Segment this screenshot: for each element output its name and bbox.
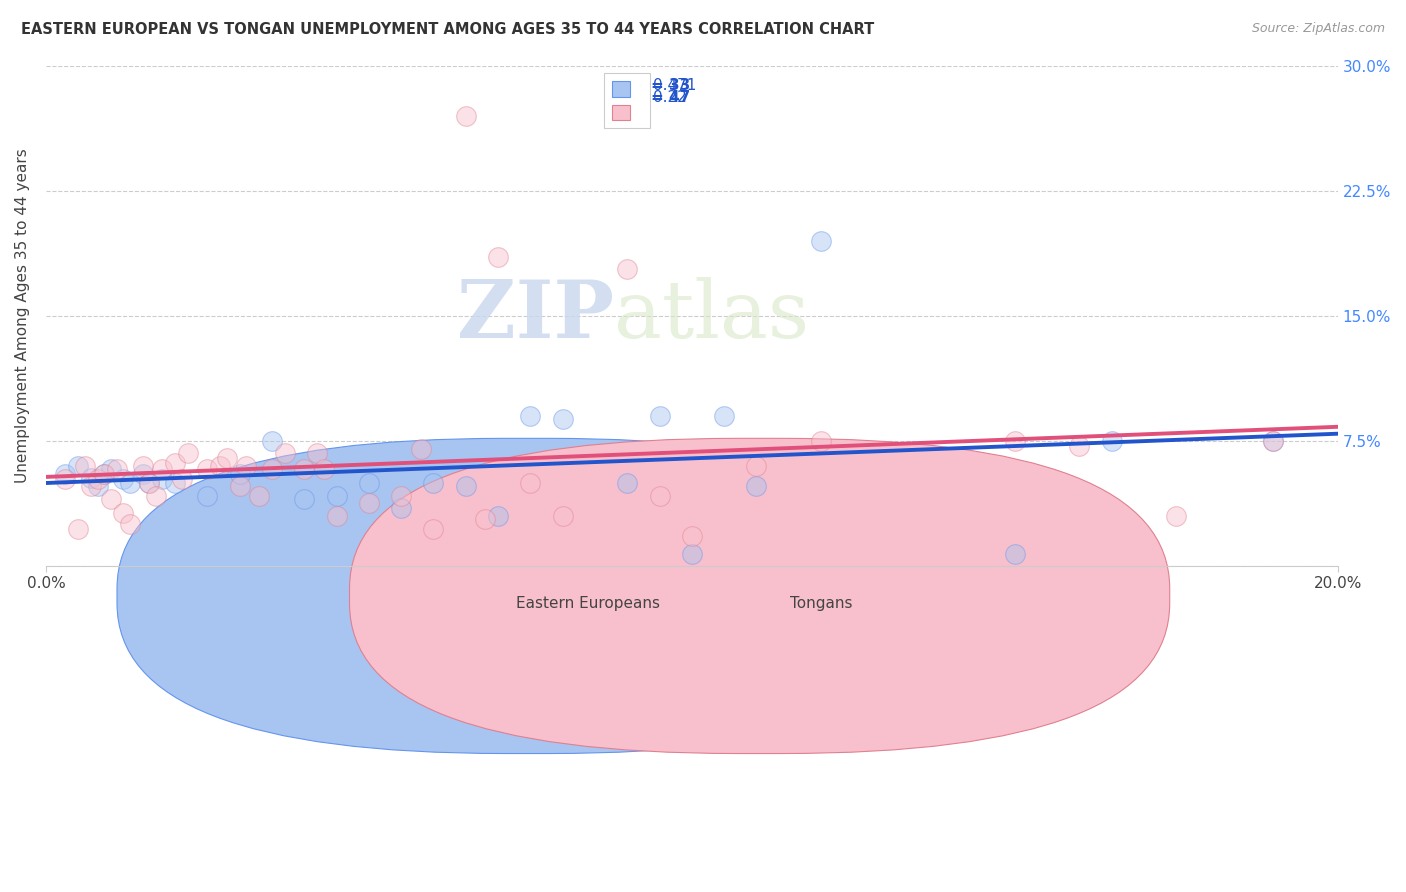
Point [247,489,270,503]
Point [228,479,250,493]
Point [409,442,432,457]
Y-axis label: Unemployment Among Ages 35 to 44 years: Unemployment Among Ages 35 to 44 years [15,148,30,483]
Text: atlas: atlas [614,277,810,355]
Point [170,472,193,486]
Point [260,462,283,476]
Point [100,492,122,507]
Point [519,409,541,423]
Point [260,434,283,448]
Point [389,500,412,515]
Point [86,479,108,493]
Point [745,479,768,493]
Point [486,508,509,523]
Text: N = 33: N = 33 [633,78,690,93]
Point [1069,439,1091,453]
Point [80,470,103,484]
Point [53,472,76,486]
Point [112,472,135,486]
Text: N = 47: N = 47 [633,90,690,104]
Point [713,409,735,423]
Text: Source: ZipAtlas.com: Source: ZipAtlas.com [1251,22,1385,36]
Point [519,475,541,490]
Point [1101,434,1123,448]
Legend: , : , [605,73,650,128]
Point [1261,434,1284,448]
Point [215,450,238,465]
Point [53,467,76,482]
Point [474,512,496,526]
FancyBboxPatch shape [117,438,938,754]
Point [150,472,173,486]
Point [454,109,477,123]
Point [118,517,141,532]
Point [67,458,90,473]
Text: R =  0.22: R = 0.22 [616,90,688,104]
FancyBboxPatch shape [350,438,1170,754]
Point [325,489,347,503]
Point [389,489,412,503]
Point [292,462,315,476]
Point [681,547,703,561]
Text: Tongans: Tongans [790,596,852,611]
Point [165,456,187,470]
Point [810,434,832,448]
Point [112,506,135,520]
Point [132,467,155,482]
Point [105,462,128,476]
Point [138,475,160,490]
Point [235,458,257,473]
Point [357,495,380,509]
Point [93,467,115,482]
Point [422,475,444,490]
Point [616,262,638,277]
Point [745,458,768,473]
Point [138,475,160,490]
Point [165,475,187,490]
Point [312,462,335,476]
Point [454,479,477,493]
Point [150,462,173,476]
Point [93,467,115,482]
Point [616,475,638,490]
Point [209,458,232,473]
Point [648,409,671,423]
Point [100,462,122,476]
Point [132,458,155,473]
Point [551,412,574,426]
Point [274,445,297,459]
Point [228,467,250,482]
Point [648,489,671,503]
Point [551,508,574,523]
Point [422,522,444,536]
Point [197,462,219,476]
Text: EASTERN EUROPEAN VS TONGAN UNEMPLOYMENT AMONG AGES 35 TO 44 YEARS CORRELATION CH: EASTERN EUROPEAN VS TONGAN UNEMPLOYMENT … [21,22,875,37]
Text: Eastern Europeans: Eastern Europeans [516,596,661,611]
Point [73,458,96,473]
Point [681,529,703,543]
Point [118,475,141,490]
Point [1261,434,1284,448]
Point [1004,434,1026,448]
Point [307,445,329,459]
Point [177,445,200,459]
Point [1004,547,1026,561]
Point [197,489,219,503]
Point [1166,508,1188,523]
Point [67,522,90,536]
Text: ZIP: ZIP [457,277,614,355]
Point [810,234,832,248]
Point [357,475,380,490]
Point [145,489,167,503]
Point [86,472,108,486]
Point [325,508,347,523]
Point [292,492,315,507]
Text: R =  0.471: R = 0.471 [616,78,696,93]
Point [80,479,103,493]
Point [486,251,509,265]
